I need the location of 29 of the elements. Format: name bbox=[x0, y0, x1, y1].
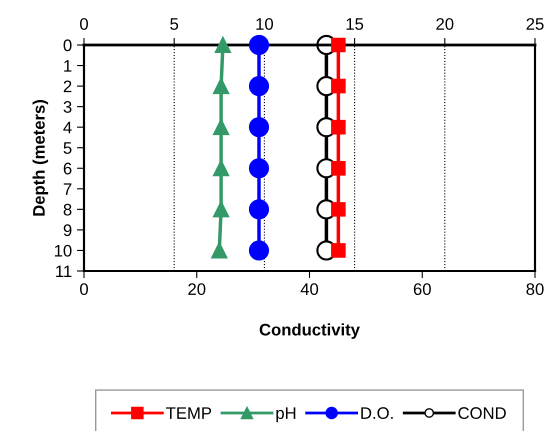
legend-label: D.O. bbox=[361, 407, 393, 419]
x2-tick-label: 20 bbox=[436, 18, 454, 30]
x2-tick-label: 25 bbox=[526, 18, 544, 30]
legend-label: COND bbox=[458, 407, 506, 419]
legend-label: TEMP bbox=[166, 407, 212, 419]
x-tick-label: 60 bbox=[414, 283, 431, 296]
x2-tick-label: 10 bbox=[256, 18, 274, 30]
x2-tick-label: 5 bbox=[170, 18, 178, 30]
y-tick-label: 9 bbox=[64, 224, 72, 236]
y-tick-label: 1 bbox=[64, 60, 72, 72]
y-tick-label: 8 bbox=[64, 204, 72, 216]
x2-tick-label: 0 bbox=[80, 18, 88, 30]
legend-label: pH bbox=[276, 407, 296, 422]
y-tick-label: 2 bbox=[64, 80, 72, 92]
y-tick-label: 10 bbox=[54, 244, 72, 257]
y-tick-label: 4 bbox=[63, 122, 72, 134]
y-tick-label: 11 bbox=[56, 266, 72, 278]
x-tick-label: 80 bbox=[526, 283, 544, 296]
y-tick-label: 0 bbox=[64, 39, 72, 52]
y-tick-label: 6 bbox=[64, 162, 72, 174]
x2-tick-label: 15 bbox=[346, 18, 364, 30]
x-tick-label: 40 bbox=[300, 283, 318, 296]
x-tick-label: 0 bbox=[80, 283, 88, 296]
y-axis-title: Depth (meters) bbox=[32, 100, 48, 216]
x-axis-title: Conductivity bbox=[260, 323, 360, 339]
y-tick-label: 5 bbox=[64, 142, 72, 154]
y-tick-label: 3 bbox=[64, 101, 72, 113]
y-tick-label: 7 bbox=[64, 183, 72, 195]
x-tick-label: 20 bbox=[188, 283, 206, 296]
